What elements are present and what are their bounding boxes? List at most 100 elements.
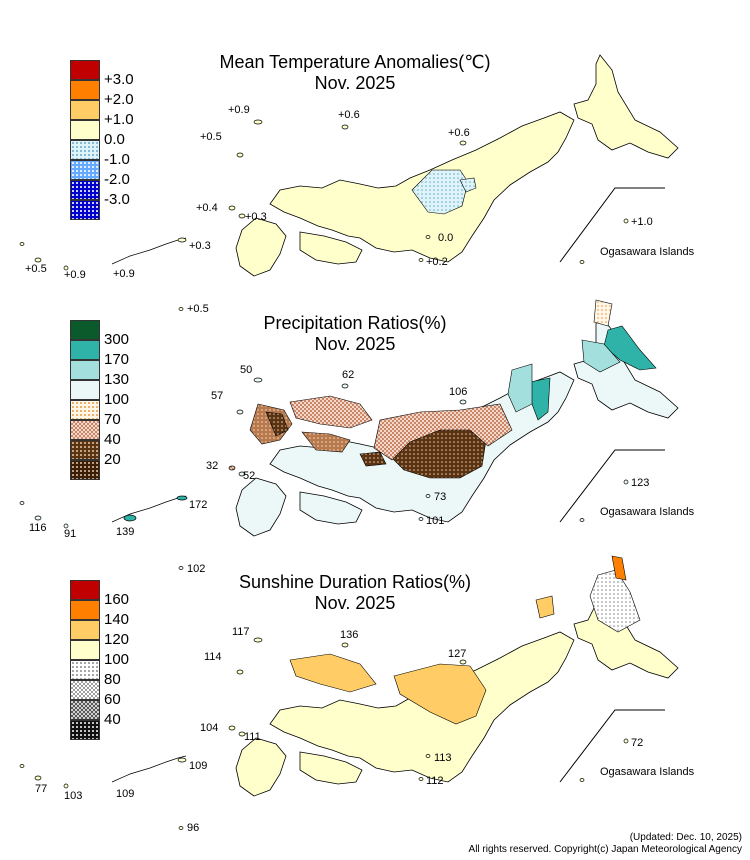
legend-swatch [70,440,100,460]
island-label: 62 [342,369,355,381]
legend-label: 100 [104,391,130,408]
legend-swatch [70,160,100,180]
island-label: +0.3 [245,211,267,223]
island-label: 101 [426,515,445,527]
island-label: +0.9 [113,268,135,280]
island-label: 127 [448,648,467,660]
sun-tohoku-120 [535,595,555,619]
sun-ogasawara-label: Ogasawara Islands [600,766,695,778]
precip-chugoku-40 [289,395,373,429]
island-label: +0.5 [187,303,209,315]
precip-hokkaido-70 [593,299,613,327]
island-label: 0.0 [438,232,454,244]
footer-copyright: All rights reserved. Copyright(c) Japan … [468,844,742,855]
precip-islands [19,377,629,570]
legend-swatch [70,80,100,100]
precip-title: Precipitation Ratios(%) Nov. 2025 [190,313,520,355]
island-label: 112 [426,775,444,787]
legend-swatch [70,700,100,720]
island-label: 136 [340,629,359,641]
legend-label: 140 [104,611,130,628]
legend-swatch [70,400,100,420]
sun-ogasawara-frame [559,709,665,783]
island-label: 73 [434,491,447,503]
sun-islands [19,637,629,830]
island-label: +0.3 [189,240,211,252]
precip-central-40 [373,403,513,461]
legend-label: 170 [104,351,130,368]
precip-ogasawara-frame [559,449,665,523]
legend-swatch [70,380,100,400]
island-label: 116 [29,522,47,534]
legend-swatch [70,680,100,700]
legend-swatch [70,320,100,340]
legend-label: 60 [104,691,121,708]
temp-title: Mean Temperature Anomalies(℃) Nov. 2025 [190,52,520,94]
island-label: 117 [232,626,250,638]
legend-label: 130 [104,371,130,388]
island-label: +1.0 [631,216,653,228]
sun-title-line1: Sunshine Duration Ratios(%) [238,572,472,592]
island-label: 114 [204,651,222,663]
precip-kyushu-20 [265,411,289,437]
sun-chugoku-120 [289,653,377,693]
precip-kinki-20 [359,451,387,467]
island-label: 57 [211,390,224,402]
legend-swatch [70,340,100,360]
legend-swatch [70,640,100,660]
sun-map [19,555,679,830]
legend-label: 20 [104,451,121,468]
legend-label: 100 [104,651,130,668]
legend-swatch [70,620,100,640]
sun-title: Sunshine Duration Ratios(%) Nov. 2025 [190,572,520,614]
legend-swatch-lowest [70,460,100,480]
island-label: 139 [116,526,135,538]
legend-label: 80 [104,671,121,688]
legend-label: -3.0 [104,191,130,208]
legend-swatch [70,60,100,80]
temp-ogasawara-label: Ogasawara Islands [600,246,695,258]
island-label: 102 [187,563,206,575]
island-label: 104 [200,722,219,734]
legend-label: -1.0 [104,151,130,168]
legend-swatch [70,180,100,200]
temp-title-line2: Nov. 2025 [314,73,396,93]
island-label: +0.6 [338,109,360,121]
legend-label: 40 [104,431,121,448]
island-label: 111 [244,731,261,743]
island-label: 113 [434,752,452,764]
precip-hokkaido-130 [581,339,621,373]
legend-label: -2.0 [104,171,130,188]
legend-label: +2.0 [104,91,134,108]
legend-label: 160 [104,591,130,608]
precip-tohoku-130 [507,363,533,413]
island-label: 52 [243,470,256,482]
legend-swatch [70,420,100,440]
island-label: +0.5 [200,131,222,143]
legend-swatch [70,140,100,160]
island-label: 77 [35,783,48,795]
legend-label: 70 [104,411,121,428]
island-label: +0.6 [448,127,470,139]
island-label: +0.5 [25,263,47,275]
footer-updated: (Updated: Dec. 10, 2025) [629,832,742,843]
temp-ogasawara-frame [559,187,665,263]
temp-title-line1: Mean Temperature Anomalies(℃) [219,52,491,72]
island-label: 123 [631,477,650,489]
legend-label: +1.0 [104,111,134,128]
temp-cool-area [411,169,469,215]
island-label: 72 [631,737,644,749]
legend-swatch-lowest [70,720,100,740]
precip-title-line2: Nov. 2025 [314,334,396,354]
legend-swatch [70,600,100,620]
island-label: 172 [189,499,208,511]
temp-cool-area-2 [459,177,477,193]
legend-swatch [70,660,100,680]
island-label: +0.4 [196,202,218,214]
legend-label: 300 [104,331,130,348]
legend-swatch-lowest [70,200,100,220]
legend-label: 0.0 [104,131,125,148]
island-label: +0.2 [426,256,448,268]
sun-central-120 [393,663,487,725]
